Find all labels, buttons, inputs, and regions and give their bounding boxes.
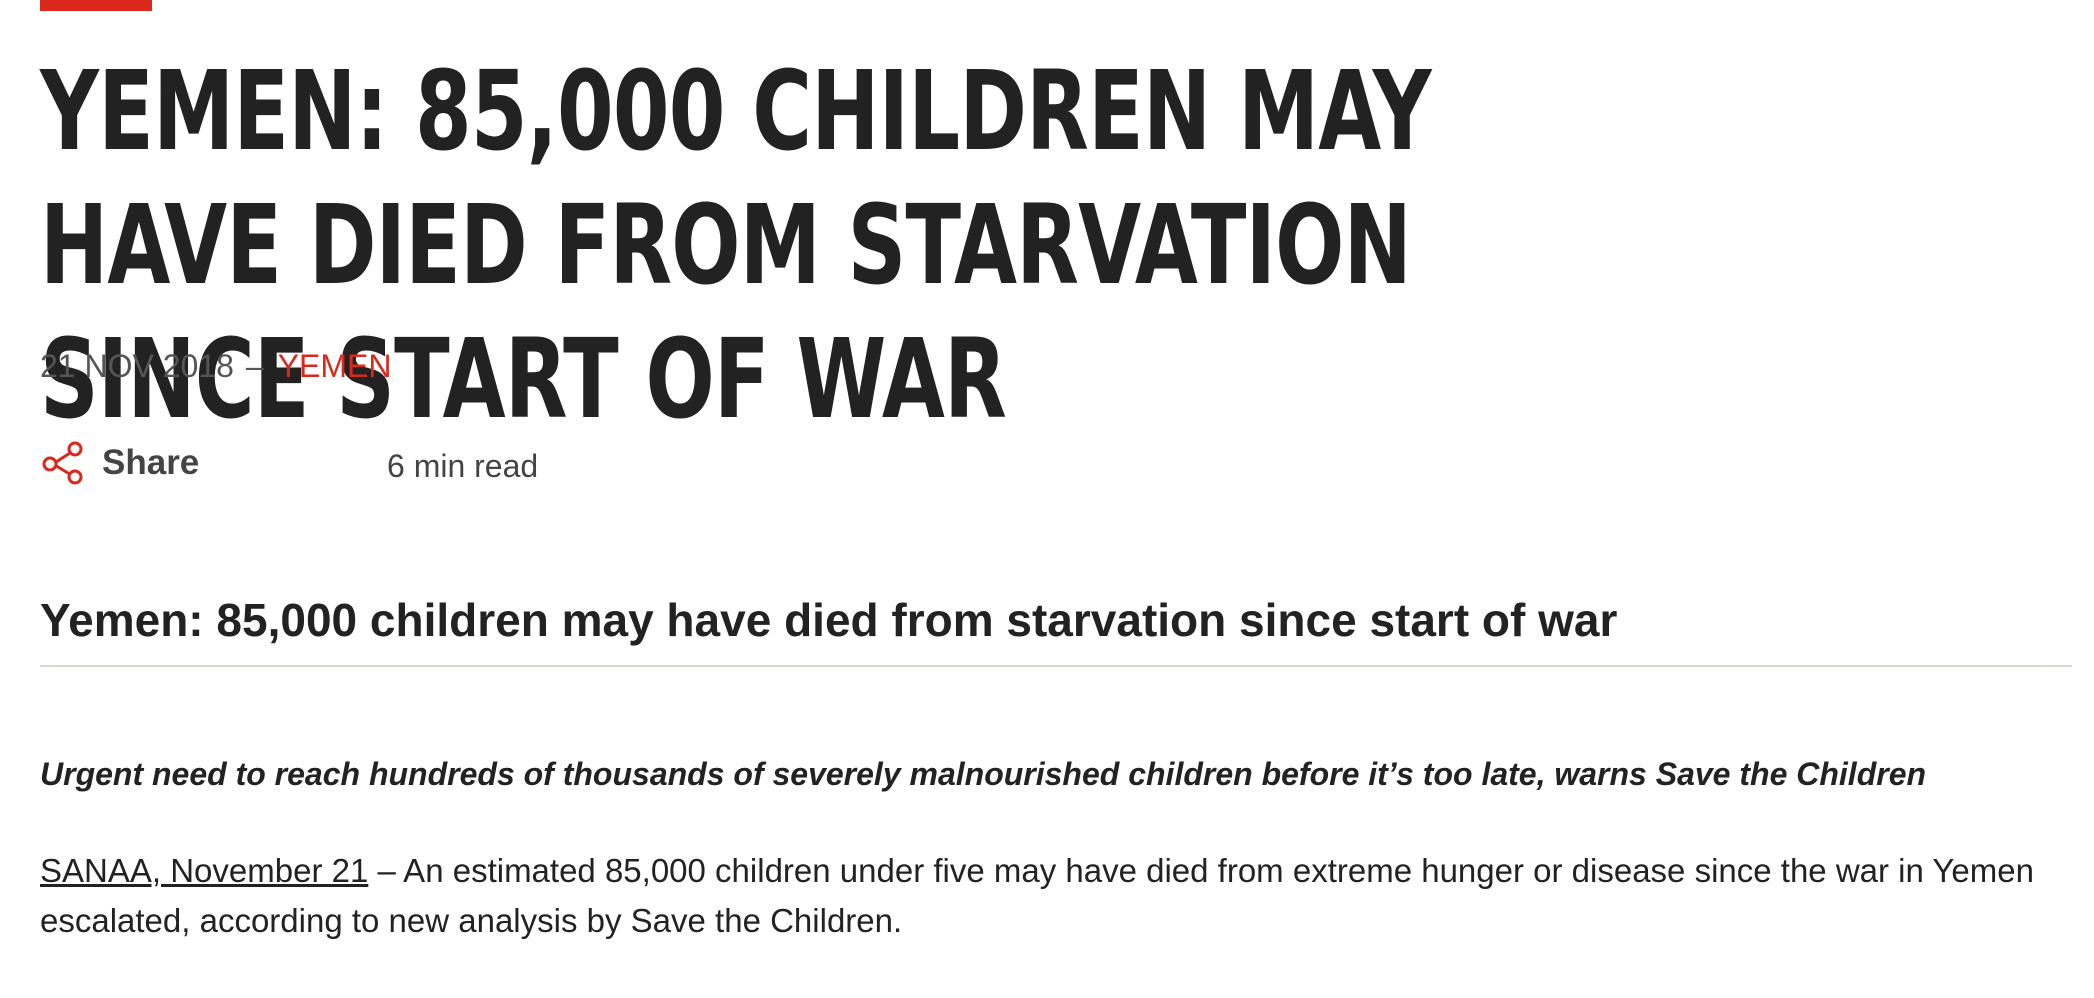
body-text: – An estimated 85,000 children under fiv… <box>40 852 2034 939</box>
read-time: 6 min read <box>387 448 539 484</box>
category-link[interactable]: YEMEN <box>277 348 392 384</box>
body-paragraph: SANAA, November 21 – An estimated 85,000… <box>40 846 2080 946</box>
article-standfirst: Urgent need to reach hundreds of thousan… <box>40 756 1927 792</box>
article-headline: YEMEN: 85,000 CHILDREN MAY HAVE DIED FRO… <box>40 47 1432 443</box>
publish-date: 21 NOV 2018 <box>40 348 234 384</box>
accent-bar <box>40 0 152 11</box>
section-divider <box>40 665 2072 667</box>
dateline-link[interactable]: SANAA, November 21 <box>40 852 369 889</box>
share-label: Share <box>102 443 200 482</box>
article-subheading: Yemen: 85,000 children may have died fro… <box>40 594 1618 646</box>
share-icon <box>40 440 86 486</box>
meta-separator: – <box>245 348 264 384</box>
share-button[interactable]: Share <box>40 440 199 486</box>
article-meta: 21 NOV 2018– YEMEN <box>40 344 392 388</box>
